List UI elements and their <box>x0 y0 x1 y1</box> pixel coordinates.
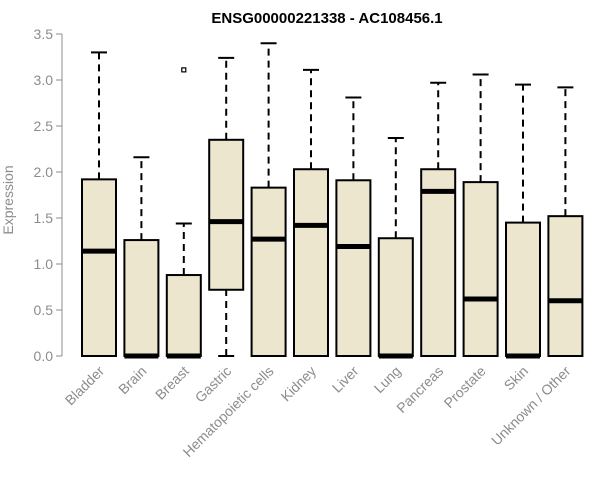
y-axis: 0.0 0.5 1.0 1.5 2.0 2.5 3.0 3.5 <box>34 26 63 364</box>
box-7 <box>377 136 414 359</box>
outlier-point <box>181 67 187 73</box>
x-category-label: Skin <box>501 363 532 394</box>
y-tick-label: 2.5 <box>34 118 54 134</box>
boxes-group <box>81 42 584 359</box>
iqr-box <box>547 215 584 357</box>
x-category-label: Pancreas <box>393 363 446 416</box>
y-tick-label: 1.0 <box>34 256 54 272</box>
y-tick-label: 3.5 <box>34 26 54 42</box>
box-11 <box>547 86 584 357</box>
box-5 <box>293 68 329 357</box>
box-8 <box>420 81 457 357</box>
iqr-box <box>335 179 372 357</box>
iqr-box <box>250 186 287 357</box>
x-category-label: Kidney <box>278 363 320 405</box>
y-tick-label: 1.5 <box>34 210 54 226</box>
box-10 <box>505 83 541 359</box>
x-category-label: Prostate <box>441 363 489 411</box>
y-tick-label: 0.5 <box>34 302 54 318</box>
y-tick-label: 3.0 <box>34 72 54 88</box>
x-category-label: Breast <box>152 363 192 403</box>
iqr-box <box>81 178 117 357</box>
box-3 <box>208 56 245 357</box>
box-2 <box>165 67 202 359</box>
iqr-box <box>165 274 202 358</box>
iqr-box <box>377 237 414 358</box>
y-axis-label: Expression <box>0 165 16 234</box>
box-1 <box>123 156 160 359</box>
x-category-label: Unknown / Other <box>488 363 574 449</box>
iqr-box <box>462 181 499 357</box>
iqr-box <box>208 138 245 291</box>
box-6 <box>335 96 372 357</box>
iqr-box <box>420 168 457 357</box>
x-category-label: Liver <box>329 363 362 396</box>
box-4 <box>250 42 287 357</box>
iqr-box <box>123 239 160 357</box>
iqr-box <box>505 221 541 357</box>
y-tick-label: 2.0 <box>34 164 54 180</box>
x-category-label: Lung <box>371 363 404 396</box>
iqr-box <box>293 168 329 357</box>
box-0 <box>81 51 117 357</box>
y-tick-label: 0.0 <box>34 348 54 364</box>
chart-title: ENSG00000221338 - AC108456.1 <box>211 10 442 27</box>
x-category-label: Bladder <box>62 363 108 409</box>
x-category-label: Brain <box>115 363 149 397</box>
box-9 <box>462 73 499 357</box>
